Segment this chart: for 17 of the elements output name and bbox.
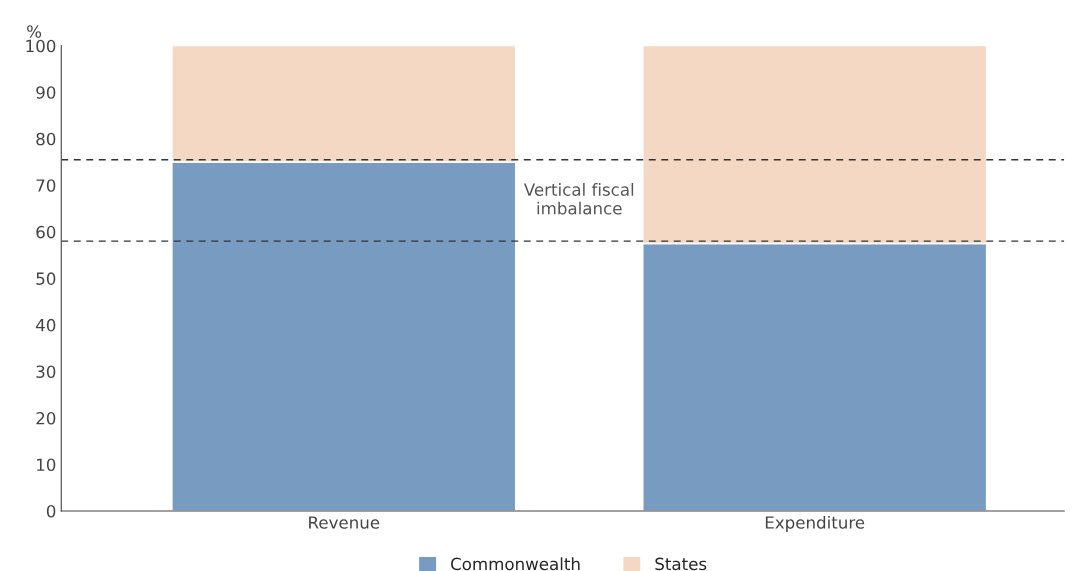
y-tick-label: 60 xyxy=(36,225,56,239)
y-tick-label: 100 xyxy=(26,39,56,53)
y-tick-label: 50 xyxy=(36,272,56,285)
x-tick-label: Expenditure xyxy=(765,515,865,533)
legend-label: States xyxy=(655,557,707,571)
y-tick-label: 30 xyxy=(36,365,56,378)
x-tick-label: Revenue xyxy=(309,516,380,529)
y-tick-label: 90 xyxy=(36,86,56,99)
y-tick-label: 70 xyxy=(36,179,56,192)
y-tick-label: 80 xyxy=(36,132,56,146)
y-tick-label: 20 xyxy=(36,411,56,425)
annotation: Vertical fiscal imbalance xyxy=(523,183,634,215)
y-tick-label: 0 xyxy=(46,505,56,518)
y-axis-title: % xyxy=(27,25,42,38)
y-tick-label: 40 xyxy=(36,318,56,332)
y-tick-label: 10 xyxy=(37,458,56,472)
legend-label: Commonwealth xyxy=(451,557,580,571)
